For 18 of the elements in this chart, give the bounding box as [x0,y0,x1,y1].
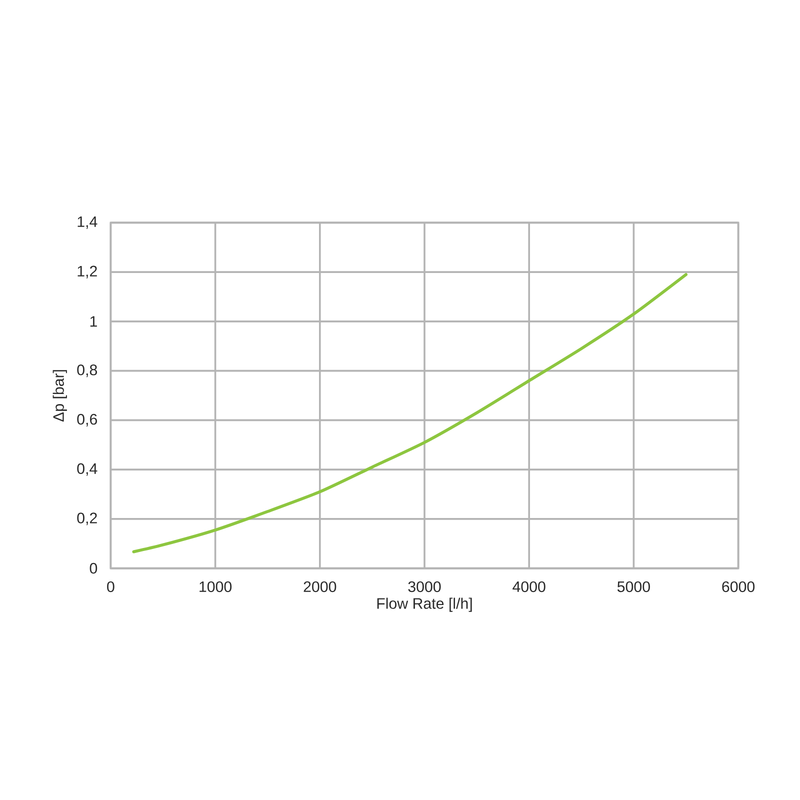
x-tick-label: 5000 [617,581,650,592]
x-tick-label: 3000 [408,581,441,592]
y-tick-label: 0,4 [77,463,98,476]
y-tick-label: 1,2 [78,266,97,278]
y-tick-label: 0,2 [77,512,97,526]
x-tick-label: 6000 [722,581,755,592]
x-tick-label: 2000 [304,581,336,592]
y-tick-label: 0,8 [77,364,98,378]
x-axis-title: Flow Rate [l/h] [377,598,472,612]
x-tick-label: 4000 [512,581,546,592]
x-tick-label: 0 [107,581,114,592]
y-tick-label: 1,4 [78,216,98,229]
line-series [132,273,688,554]
y-tick-label: 0,6 [77,414,97,426]
x-tick-label: 1000 [200,581,232,592]
y-tick-label: 1 [90,316,97,327]
y-tick-label: 0 [90,562,98,574]
y-axis-title: Δp [bar] [52,370,67,422]
